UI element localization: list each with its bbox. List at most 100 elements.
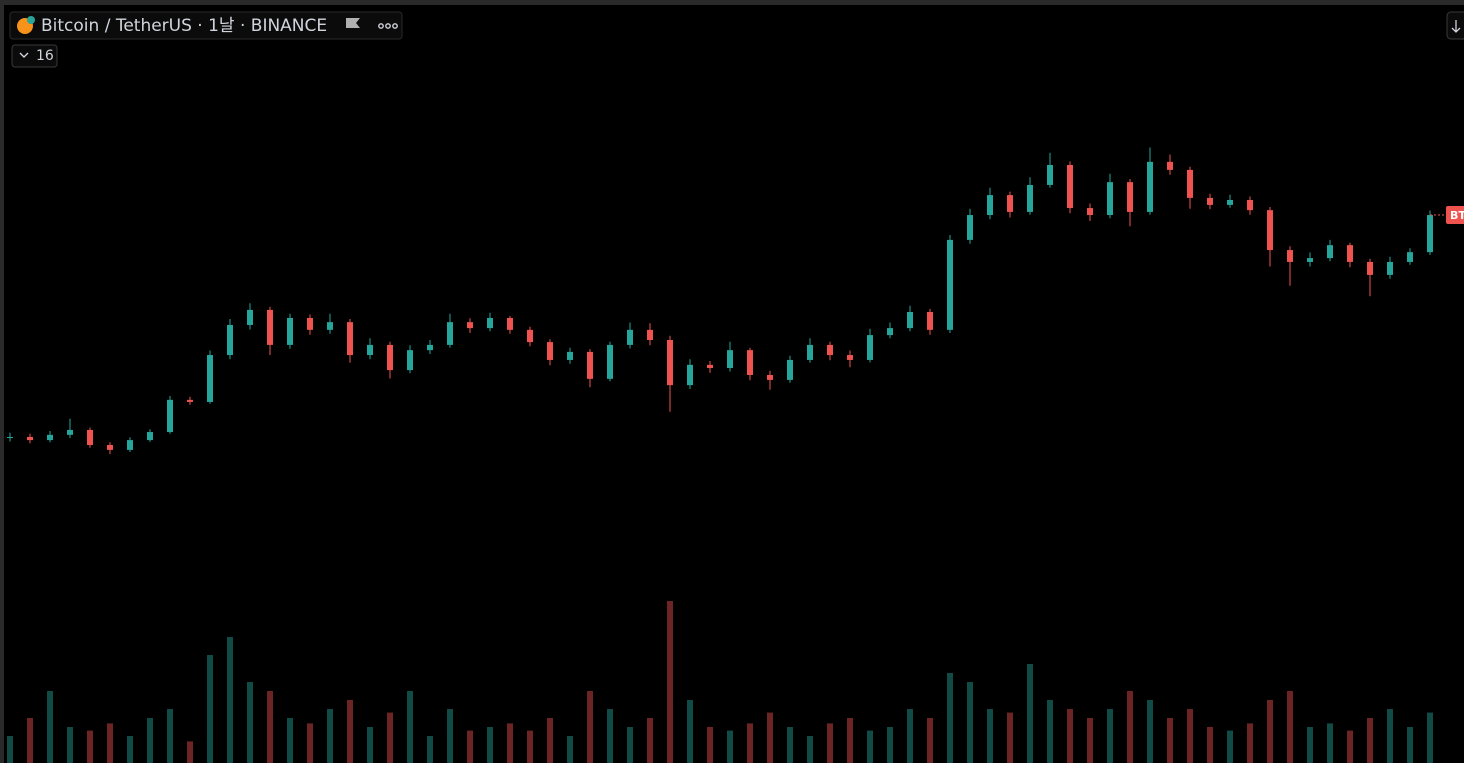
candle-body xyxy=(767,375,773,380)
candle-body xyxy=(1167,161,1173,170)
volume-bar xyxy=(567,736,573,763)
price-tag: BT xyxy=(1450,209,1464,222)
candle-body xyxy=(1187,169,1193,198)
candle-body xyxy=(1047,165,1053,185)
volume-bar xyxy=(667,601,673,763)
volume-bar xyxy=(887,727,893,763)
candle-body xyxy=(947,239,953,330)
candle-body xyxy=(287,317,293,345)
volume-bar xyxy=(467,730,473,763)
volume-bar xyxy=(707,727,713,763)
candle-body xyxy=(367,344,373,356)
candle-body xyxy=(7,436,13,438)
volume-bar xyxy=(647,718,653,763)
candle-body xyxy=(787,359,793,380)
candle-body xyxy=(907,312,913,329)
candle-body xyxy=(687,364,693,386)
volume-bar xyxy=(867,730,873,763)
candle-body xyxy=(827,344,833,356)
volume-bar xyxy=(1427,712,1433,763)
volume-bar xyxy=(1107,709,1113,763)
volume-bar xyxy=(1407,727,1413,763)
volume-bar xyxy=(47,691,53,763)
volume-bar xyxy=(107,723,113,763)
volume-bar xyxy=(987,709,993,763)
volume-bar xyxy=(947,673,953,763)
volume-bar xyxy=(367,727,373,763)
candle-body xyxy=(747,350,753,375)
candle-body xyxy=(247,309,253,325)
candle-body xyxy=(1267,210,1273,251)
candle-body xyxy=(27,436,33,441)
volume-bar xyxy=(1087,718,1093,763)
candle-body xyxy=(1407,252,1413,262)
volume-bar xyxy=(267,691,273,763)
candle-body xyxy=(727,350,733,368)
volume-bar xyxy=(447,709,453,763)
volume-bar xyxy=(247,682,253,763)
chevron xyxy=(19,52,29,58)
candle-body xyxy=(707,364,713,368)
candle-body xyxy=(467,322,473,329)
candle-body xyxy=(87,429,93,445)
legend-header[interactable]: Bitcoin / TetherUS · 1날 · BINANCE xyxy=(9,11,403,40)
flag-icon[interactable] xyxy=(346,18,360,28)
candle-body xyxy=(1127,182,1133,212)
volume-bar xyxy=(7,736,13,763)
candle-body xyxy=(427,344,433,351)
volume-bar xyxy=(27,718,33,763)
volume-bar xyxy=(507,723,513,763)
volume-bar xyxy=(327,709,333,763)
candle-body xyxy=(447,322,453,345)
indicator-count: 16 xyxy=(36,48,54,64)
candle-body xyxy=(927,312,933,330)
candle-body xyxy=(1027,184,1033,212)
scroll-button[interactable] xyxy=(1446,11,1464,40)
indicator-toggle[interactable]: 16 xyxy=(11,44,58,68)
candle-body xyxy=(107,445,113,450)
volume-bar xyxy=(687,700,693,763)
volume-bar xyxy=(487,727,493,763)
arrow-icon xyxy=(1451,20,1461,33)
volume-bar xyxy=(527,730,533,763)
indicator-box xyxy=(11,44,58,68)
volume-bar xyxy=(207,655,213,763)
volume-bar xyxy=(1367,718,1373,763)
volume-bar xyxy=(347,700,353,763)
candle-body xyxy=(1067,165,1073,209)
volume-bar xyxy=(607,709,613,763)
volume-bar xyxy=(1207,727,1213,763)
volume-bar xyxy=(1267,700,1273,763)
volume-bar xyxy=(387,712,393,763)
volume-bar xyxy=(1147,700,1153,763)
volume-bar xyxy=(187,741,193,763)
volume-bar xyxy=(907,709,913,763)
volume-bar xyxy=(967,682,973,763)
candle-body xyxy=(1147,161,1153,212)
volume-bar xyxy=(1347,730,1353,763)
candle-body xyxy=(507,317,513,330)
volume-bar xyxy=(587,691,593,763)
top-border xyxy=(0,0,1464,5)
candle-body xyxy=(1347,245,1353,262)
candle-body xyxy=(1087,208,1093,216)
volume-bar xyxy=(1387,709,1393,763)
candle-body xyxy=(847,355,853,360)
candle-body xyxy=(667,340,673,386)
candle-body xyxy=(187,399,193,402)
candle-body xyxy=(567,351,573,360)
header-box xyxy=(9,11,403,40)
candle-body xyxy=(627,329,633,345)
coin-sub-icon xyxy=(27,16,35,24)
volume-bar xyxy=(827,723,833,763)
candle-body xyxy=(1207,197,1213,205)
candle-body xyxy=(647,329,653,340)
candle-body xyxy=(867,335,873,360)
candle-body xyxy=(267,309,273,345)
more-icon[interactable] xyxy=(378,23,398,29)
candle-body xyxy=(807,344,813,360)
volume-bar xyxy=(1027,664,1033,763)
candle-body xyxy=(587,351,593,379)
candle-body xyxy=(1107,182,1113,216)
